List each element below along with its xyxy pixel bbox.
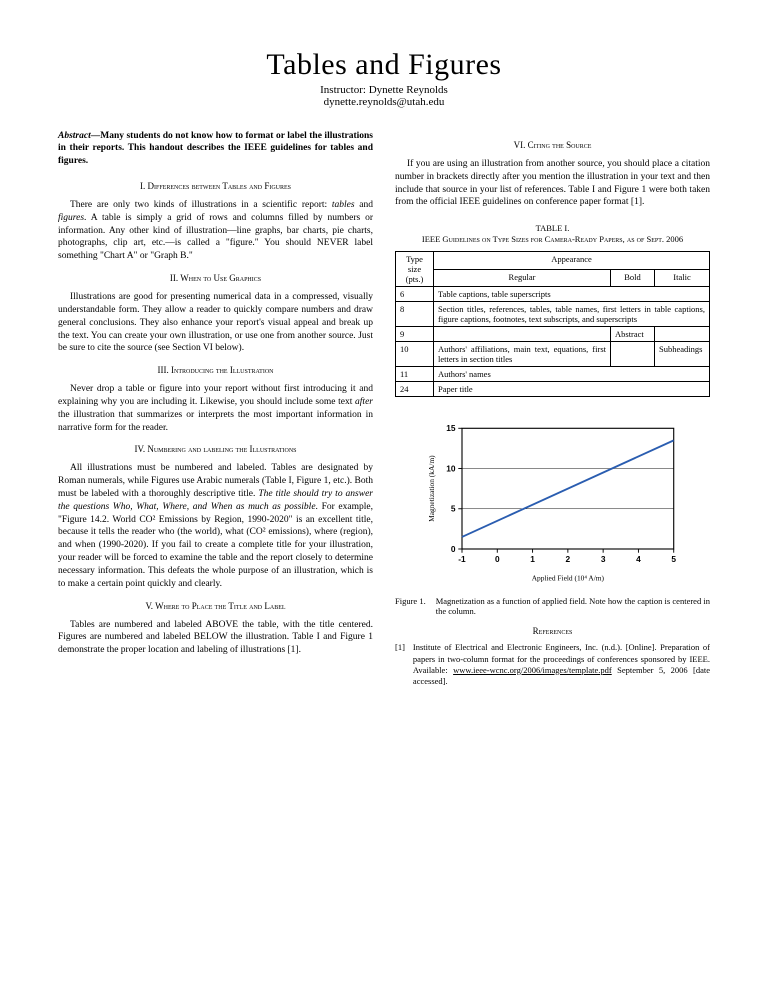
svg-text:0: 0 bbox=[450, 544, 455, 554]
section-2-heading: II. When to Use Graphics bbox=[58, 273, 373, 283]
svg-text:5: 5 bbox=[671, 554, 676, 564]
svg-text:0: 0 bbox=[494, 554, 499, 564]
type-size-table: Type size (pts.) Appearance Regular Bold… bbox=[395, 251, 710, 397]
svg-text:1: 1 bbox=[530, 554, 535, 564]
table-body: 6 Table captions, table superscripts 8 S… bbox=[396, 287, 710, 397]
th-bold: Bold bbox=[611, 269, 655, 287]
reference-number: [1] bbox=[395, 642, 405, 686]
references-heading: References bbox=[395, 626, 710, 636]
para-4: All illustrations must be numbered and l… bbox=[58, 462, 373, 590]
figure-caption: Figure 1. Magnetization as a function of… bbox=[395, 596, 710, 616]
right-column: VI. Citing the Source If you are using a… bbox=[395, 130, 710, 687]
abstract: Abstract—Many students do not know how t… bbox=[58, 130, 373, 167]
svg-text:2: 2 bbox=[565, 554, 570, 564]
table-row: 24 Paper title bbox=[396, 382, 710, 397]
table-row: 11 Authors' names bbox=[396, 367, 710, 382]
instructor-line: Instructor: Dynette Reynolds bbox=[58, 84, 710, 96]
chart-svg: 051015-1012345Applied Field (10⁴ A/m)Mag… bbox=[423, 419, 683, 586]
magnetization-chart: 051015-1012345Applied Field (10⁴ A/m)Mag… bbox=[423, 419, 683, 586]
table-row: 6 Table captions, table superscripts bbox=[396, 287, 710, 302]
svg-text:-1: -1 bbox=[458, 554, 466, 564]
reference-text: Institute of Electrical and Electronic E… bbox=[413, 642, 710, 686]
email-line: dynette.reynolds@utah.edu bbox=[58, 96, 710, 108]
abstract-lead: Abstract— bbox=[58, 131, 100, 141]
abstract-body: Many students do not know how to format … bbox=[58, 131, 373, 166]
para-5: Tables are numbered and labeled ABOVE th… bbox=[58, 619, 373, 657]
svg-text:15: 15 bbox=[446, 423, 456, 433]
section-3-heading: III. Introducing the Illustration bbox=[58, 365, 373, 375]
table-row: 9 Abstract bbox=[396, 327, 710, 342]
two-column-layout: Abstract—Many students do not know how t… bbox=[58, 130, 710, 687]
svg-text:4: 4 bbox=[636, 554, 641, 564]
title-block: Tables and Figures Instructor: Dynette R… bbox=[58, 48, 710, 108]
figure-label: Figure 1. bbox=[395, 596, 426, 616]
section-1-heading: I. Differences between Tables and Figure… bbox=[58, 181, 373, 191]
para-3: Never drop a table or figure into your r… bbox=[58, 383, 373, 434]
section-5-heading: V. Where to Place the Title and Label bbox=[58, 601, 373, 611]
svg-text:Applied Field (10⁴ A/m): Applied Field (10⁴ A/m) bbox=[531, 574, 604, 583]
th-type-size: Type size (pts.) bbox=[396, 252, 434, 287]
reference-item: [1] Institute of Electrical and Electron… bbox=[395, 642, 710, 686]
th-appearance: Appearance bbox=[434, 252, 710, 270]
para-2: Illustrations are good for presenting nu… bbox=[58, 291, 373, 355]
table-row: 8 Section titles, references, tables, ta… bbox=[396, 302, 710, 327]
svg-text:10: 10 bbox=[446, 464, 456, 474]
para-6: If you are using an illustration from an… bbox=[395, 158, 710, 209]
reference-link[interactable]: www.ieee-wcnc.org/2006/images/template.p… bbox=[453, 665, 612, 675]
table-title: TABLE I. IEEE Guidelines on Type Sizes f… bbox=[395, 223, 710, 245]
section-6-heading: VI. Citing the Source bbox=[395, 140, 710, 150]
para-1: There are only two kinds of illustration… bbox=[58, 199, 373, 263]
svg-text:Magnetization (kA/m): Magnetization (kA/m) bbox=[427, 455, 436, 522]
table-row: 10 Authors' affiliations, main text, equ… bbox=[396, 342, 710, 367]
figure-caption-text: Magnetization as a function of applied f… bbox=[436, 596, 710, 616]
page-title: Tables and Figures bbox=[58, 48, 710, 82]
section-4-heading: IV. Numbering and labeling the Illustrat… bbox=[58, 444, 373, 454]
th-regular: Regular bbox=[434, 269, 611, 287]
left-column: Abstract—Many students do not know how t… bbox=[58, 130, 373, 687]
svg-text:3: 3 bbox=[600, 554, 605, 564]
th-italic: Italic bbox=[655, 269, 710, 287]
svg-text:5: 5 bbox=[450, 504, 455, 514]
